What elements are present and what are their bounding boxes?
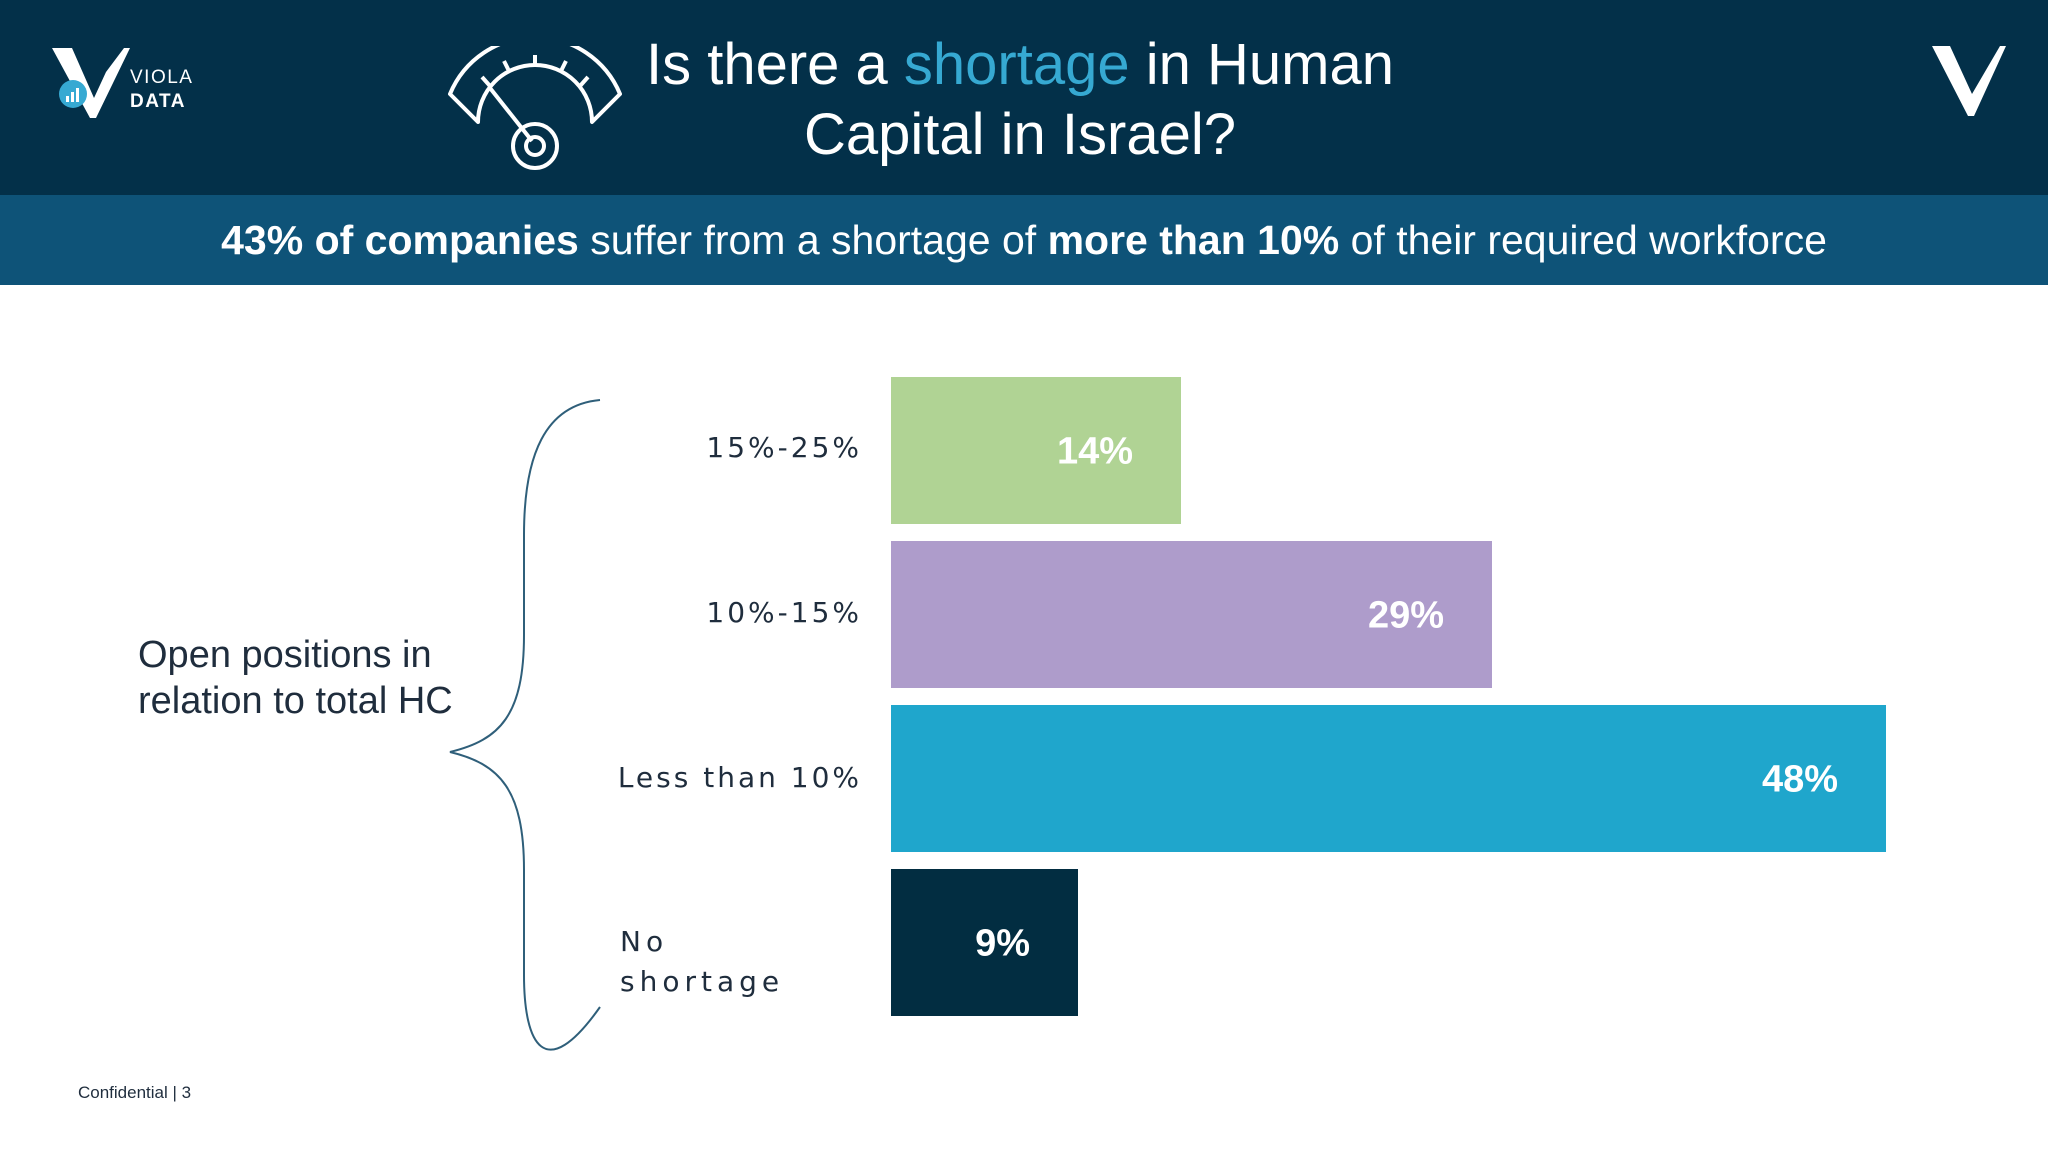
bar-value-label-2: 48% — [1762, 759, 1838, 801]
title-text-start: Is there a — [646, 32, 904, 97]
subtitle-bold-2: more than 10% — [1047, 217, 1340, 263]
bars-group: 14% 29% 48% 9% — [891, 377, 1886, 1016]
viola-data-wordmark: VIOLA DATA — [130, 66, 193, 114]
category-label-15-25: 15%-25% — [706, 431, 862, 464]
bar-1 — [891, 541, 1492, 688]
subtitle-bar: 43% of companies suffer from a shortage … — [0, 195, 2048, 285]
viola-v-logo — [1930, 44, 2008, 124]
bar-2 — [891, 705, 1886, 852]
logo-line2: DATA — [130, 91, 186, 112]
subtitle: 43% of companies suffer from a shortage … — [0, 195, 2048, 285]
viola-v-logo-icon — [1932, 46, 2006, 116]
axis-group-label: Open positions in relation to total HC — [138, 634, 453, 722]
viola-data-logo-icon — [52, 48, 130, 118]
bar-value-label-1: 29% — [1368, 595, 1444, 637]
bar-chart: 14% 29% 48% 9% — [449, 377, 1886, 1051]
title-line-2: Capital in Israel? — [804, 102, 1236, 167]
subtitle-text-1: suffer from a shortage of — [578, 217, 1048, 263]
category-label-no-shortage: No shortage — [620, 925, 785, 998]
category-label-less-than-10: Less than 10% — [617, 761, 862, 794]
title-highlight: shortage — [903, 32, 1130, 97]
subtitle-bold-1: 43% of companies — [221, 217, 579, 263]
bar-3 — [891, 869, 1078, 1016]
viola-data-logo — [50, 46, 130, 121]
logo-line1: VIOLA — [130, 67, 194, 88]
bar-0 — [891, 377, 1181, 524]
curly-brace — [449, 399, 601, 1051]
bar-value-label-0: 14% — [1057, 431, 1133, 473]
footer-confidential: Confidential | 3 — [78, 1083, 192, 1102]
subtitle-text-2: of their required workforce — [1339, 217, 1827, 263]
title-text-end: in Human — [1129, 32, 1394, 97]
bar-value-label-3: 9% — [975, 923, 1030, 965]
header-bar: VIOLA DATA Is there a shortage in Human … — [0, 0, 2048, 195]
category-label-10-15: 10%-15% — [706, 596, 862, 629]
title-line-1: Is there a shortage in Human — [600, 30, 1440, 100]
gauge-icon — [446, 35, 626, 176]
page-title: Is there a shortage in Human Capital in … — [600, 30, 1440, 170]
